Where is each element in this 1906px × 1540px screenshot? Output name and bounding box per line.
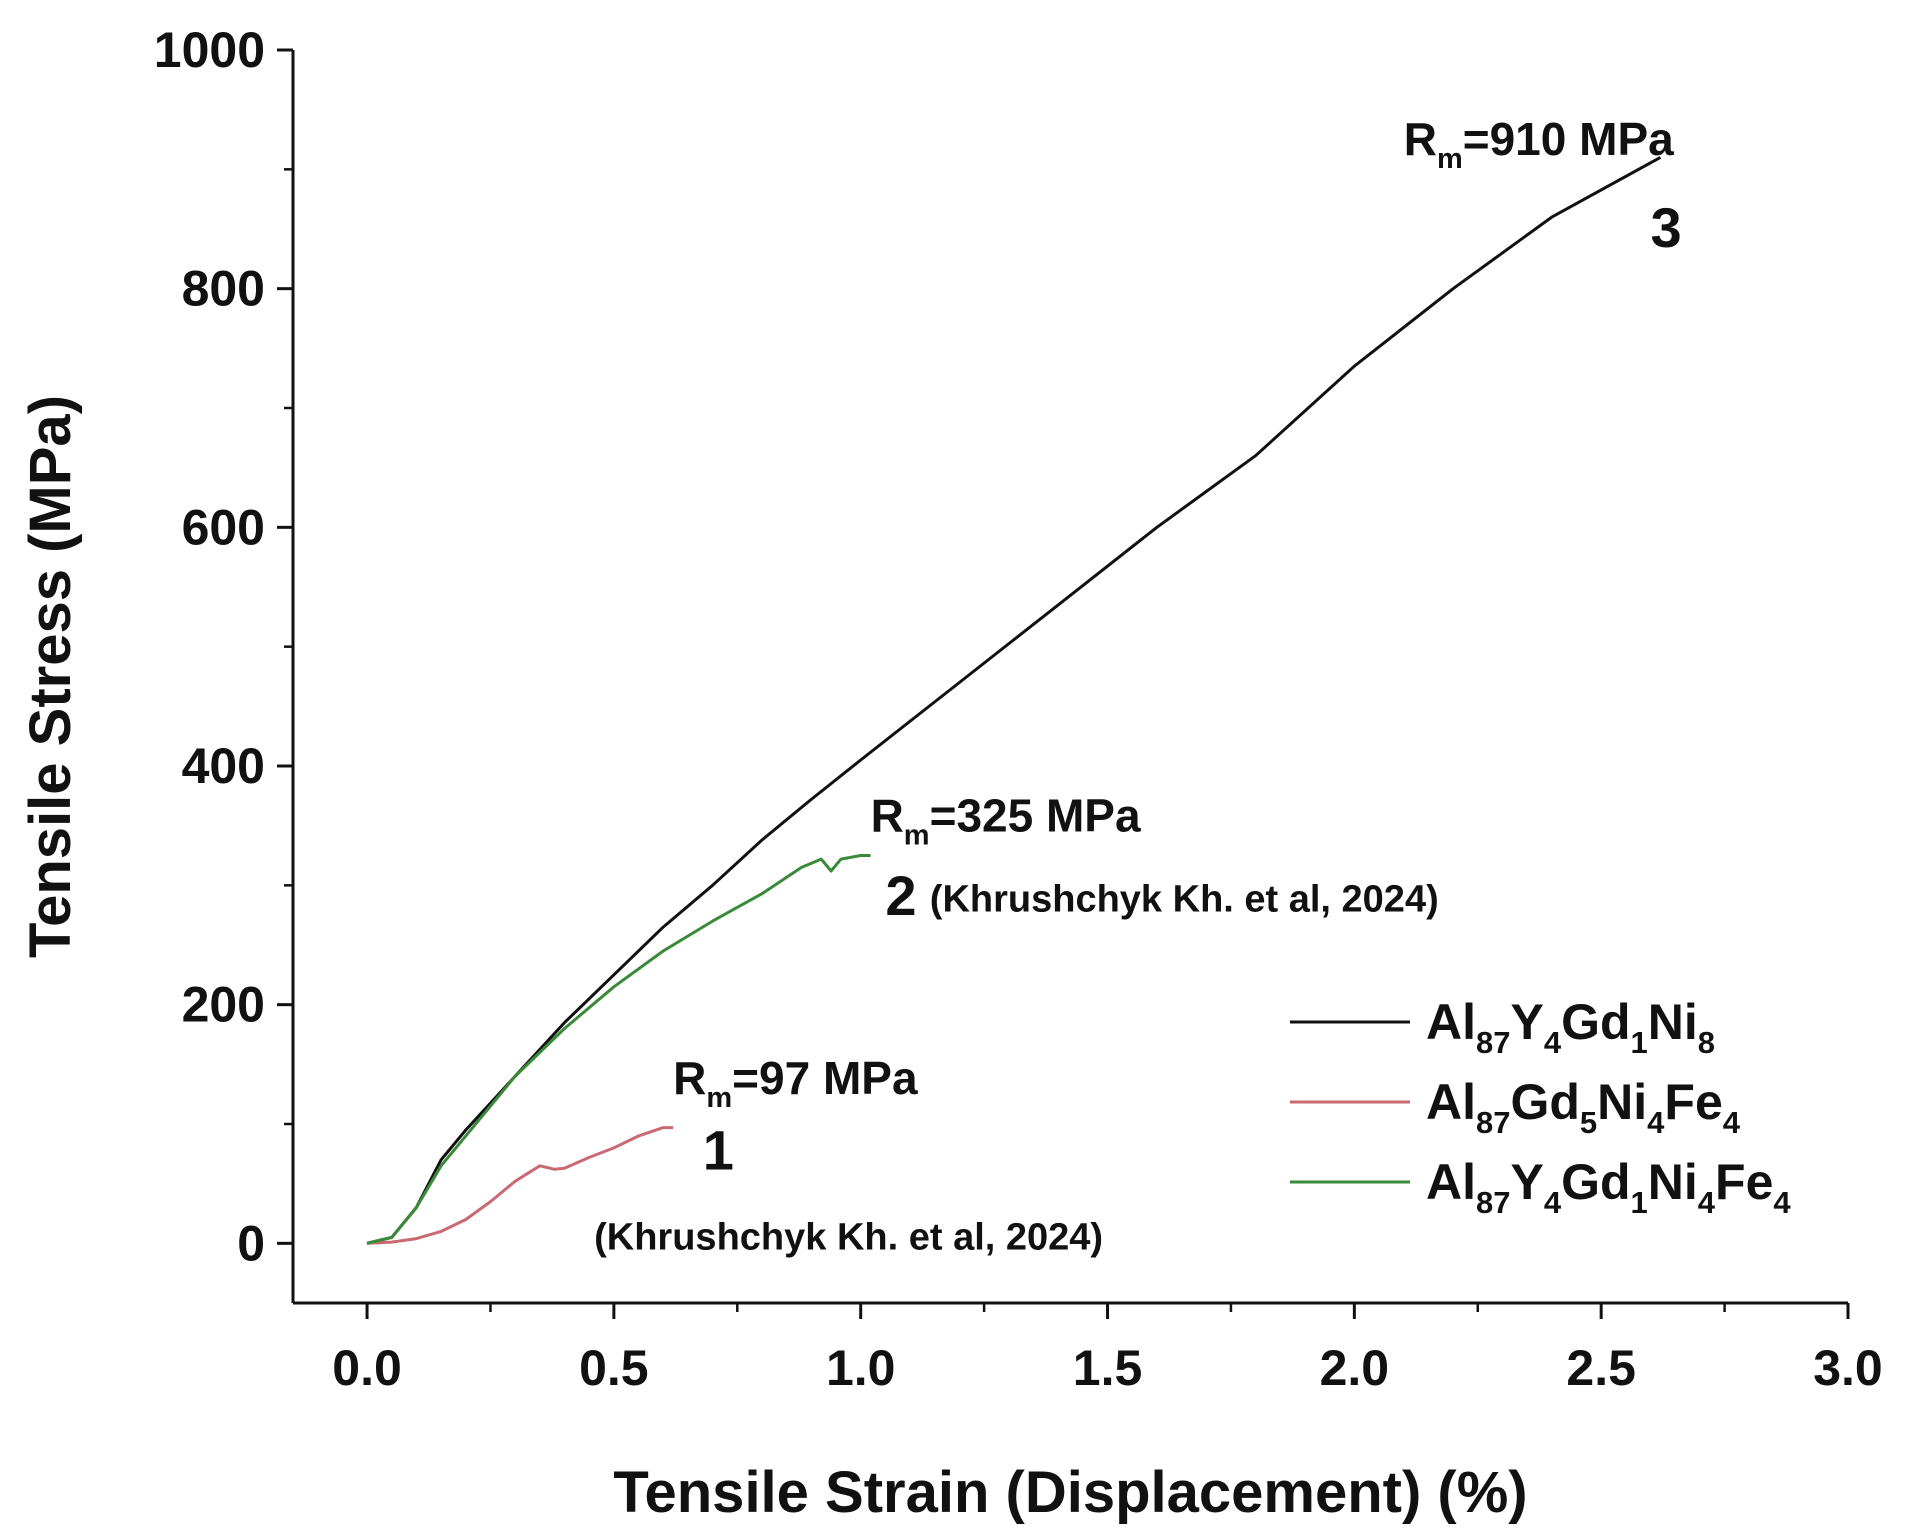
y-tick-label: 0 [237,1215,265,1271]
series-line-2 [366,1126,674,1245]
y-tick-label: 1000 [154,22,265,78]
annotation-rm-325: Rm=325 MPa [871,790,1141,852]
x-tick-label: 3.0 [1813,1340,1883,1396]
annotation-curve-2: 2 [885,864,916,927]
annotation-curve-1: 1 [703,1118,734,1181]
x-axis-title: Tensile Strain (Displacement) (%) [613,1460,1527,1525]
annotation-rm-97: Rm=97 MPa [673,1052,918,1114]
series-line-3 [366,854,871,1245]
annotation-ref-1: (Khrushchyk Kh. et al, 2024) [594,1216,1103,1258]
y-tick-label: 400 [182,738,265,794]
y-tick-label: 200 [182,977,265,1033]
x-tick-label: 0.5 [579,1340,649,1396]
x-tick-label: 2.5 [1566,1340,1636,1396]
x-tick-label: 0.0 [332,1340,402,1396]
legend: Al87Y4Gd1Ni8 Al87Gd5Ni4Fe4 Al87Y4Gd1Ni4Fe4 [1290,994,1791,1220]
x-tick-label: 1.5 [1073,1340,1143,1396]
y-tick-label: 600 [182,499,265,555]
legend-label-2: Al87Gd5Ni4Fe4 [1426,1074,1741,1140]
curves [366,156,1662,1245]
y-axis-title: Tensile Stress (MPa) [18,395,83,958]
annotation-rm-910: Rm=910 MPa [1404,113,1674,175]
x-tick-label: 2.0 [1320,1340,1390,1396]
annotations: Rm=910 MPa 3 Rm=325 MPa 2 (Khrushchyk Kh. et… [594,113,1682,1258]
legend-label-3: Al87Y4Gd1Ni4Fe4 [1426,1154,1791,1220]
axes: 0 200 400 600 800 1000 0.0 0.5 1.0 1.5 2.0 2.5 3.0 [154,22,1883,1396]
annotation-curve-3: 3 [1651,196,1682,259]
series-line-1 [366,156,1662,1245]
annotation-ref-2: (Khrushchyk Kh. et al, 2024) [930,879,1439,921]
legend-label-1: Al87Y4Gd1Ni8 [1426,994,1715,1060]
y-tick-label: 800 [182,261,265,317]
x-tick-label: 1.0 [826,1340,896,1396]
